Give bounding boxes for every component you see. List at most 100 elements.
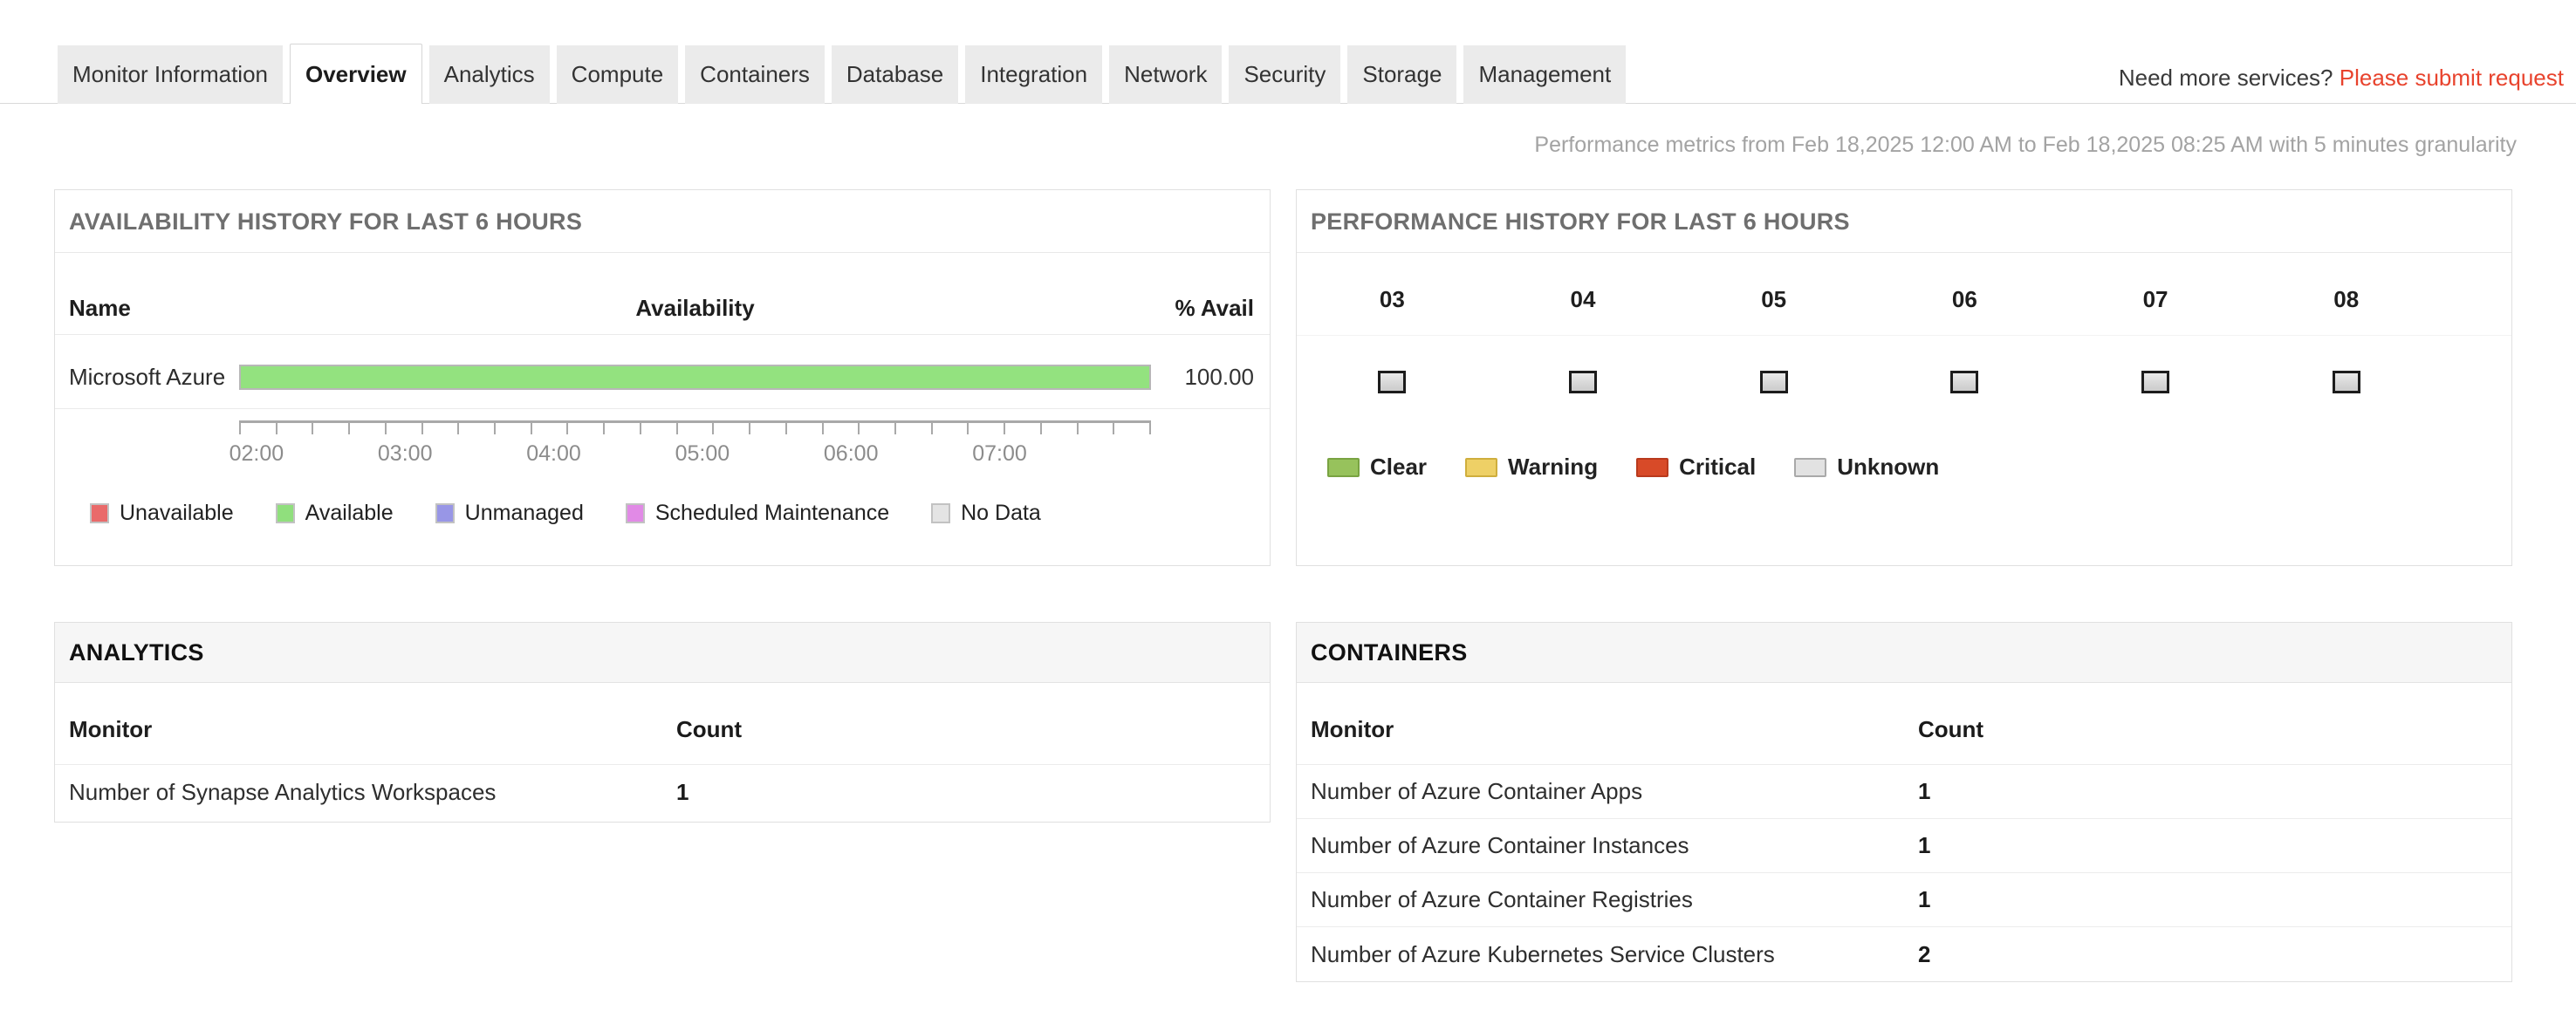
hour-status-box[interactable] — [1950, 371, 1979, 393]
hour-status-box[interactable] — [1378, 371, 1407, 393]
axis-minor-tick — [530, 423, 532, 434]
table-row: Number of Azure Container Instances 1 — [1297, 819, 2511, 873]
legend-item: Unavailable — [90, 501, 234, 526]
axis-minor-tick — [675, 423, 678, 434]
containers-panel: CONTAINERS Monitor Count Number of Azure… — [1296, 622, 2512, 982]
axis-minor-tick — [639, 423, 641, 434]
tab[interactable]: Overview — [289, 44, 422, 104]
tab-label: Overview — [305, 60, 407, 87]
hour-label: 05 — [1761, 286, 1787, 312]
axis-minor-tick — [566, 423, 569, 434]
legend-swatch — [275, 503, 295, 523]
hour-label: 06 — [1951, 286, 1977, 312]
table-row: Number of Synapse Analytics Workspaces 1 — [55, 765, 1270, 819]
tab-label: Containers — [700, 61, 810, 87]
axis-minor-tick — [784, 423, 787, 434]
tab[interactable]: Storage — [1347, 45, 1457, 104]
containers-panel-title: CONTAINERS — [1297, 623, 2511, 683]
analytics-table-header: Monitor Count — [55, 683, 1270, 765]
legend-label: Unavailable — [120, 501, 234, 525]
analytics-panel: ANALYTICS Monitor Count Number of Synaps… — [54, 622, 1271, 823]
axis-minor-tick — [821, 423, 824, 434]
axis-minor-tick — [239, 423, 241, 434]
axis-tick-label: 03:00 — [377, 441, 433, 466]
table-row: Number of Azure Kubernetes Service Clust… — [1297, 927, 2511, 981]
availability-rows: Microsoft Azure 100.00 — [55, 335, 1270, 409]
legend-label: Unknown — [1837, 454, 1940, 480]
axis-minor-tick — [421, 423, 423, 434]
tab-label: Integration — [980, 61, 1088, 87]
column-header-monitor: Monitor — [1311, 716, 1394, 742]
hour-label: 03 — [1379, 286, 1405, 312]
monitor-name: Number of Azure Kubernetes Service Clust… — [1311, 940, 1775, 967]
legend-swatch — [1327, 457, 1360, 477]
hour-status-box[interactable] — [2141, 371, 2170, 393]
axis-tick-label: 02:00 — [229, 441, 284, 466]
legend-label: Clear — [1370, 454, 1428, 480]
axis-minor-tick — [1148, 423, 1151, 434]
availability-bar[interactable] — [239, 364, 1151, 390]
hour-column: 03 — [1297, 253, 1488, 393]
axis-tick-label: 05:00 — [675, 441, 730, 466]
tab[interactable]: Compute — [556, 45, 679, 104]
axis-minor-tick — [312, 423, 314, 434]
hour-columns: 03 04 05 06 07 08 — [1297, 253, 2442, 393]
tab-label: Management — [1478, 61, 1612, 87]
availability-bar-track — [239, 364, 1151, 390]
axis-minor-tick — [712, 423, 715, 434]
tab[interactable]: Security — [1229, 45, 1341, 104]
time-axis-row: 02:00 03:00 04:00 05:00 06:00 07:00 — [55, 420, 1270, 475]
hour-status-box[interactable] — [1569, 371, 1597, 393]
axis-minor-tick — [1113, 423, 1115, 434]
axis-minor-tick — [858, 423, 860, 434]
axis-minor-tick — [384, 423, 387, 434]
availability-panel-title: AVAILABILITY HISTORY FOR LAST 6 HOURS — [55, 190, 1270, 253]
legend-swatch — [931, 503, 951, 523]
axis-minor-tick — [749, 423, 751, 434]
column-header-monitor: Monitor — [69, 716, 153, 742]
column-header-availability: Availability — [635, 295, 755, 321]
tab[interactable]: Monitor Information — [58, 45, 283, 104]
hour-status-box[interactable] — [2332, 371, 2360, 393]
legend-label: Warning — [1508, 454, 1599, 480]
legend-item: Scheduled Maintenance — [625, 501, 889, 526]
tab[interactable]: Management — [1463, 45, 1627, 104]
hours-divider — [1297, 335, 2511, 336]
tab-bar: Monitor Information Overview Analytics C… — [58, 44, 1633, 104]
tab[interactable]: Containers — [685, 45, 825, 104]
axis-tick-line — [239, 420, 1151, 434]
time-axis: 02:00 03:00 04:00 05:00 06:00 07:00 — [230, 420, 1151, 475]
tab[interactable]: Integration — [965, 45, 1103, 104]
legend-item: Available — [275, 501, 394, 526]
monitor-count: 1 — [676, 778, 689, 805]
monitor-count: 2 — [1918, 940, 1931, 967]
legend-swatch — [1636, 457, 1669, 477]
legend-item: Clear — [1327, 454, 1427, 481]
availability-legend: Unavailable Available Unmanaged Schedule… — [90, 501, 1083, 526]
legend-label: Critical — [1679, 454, 1757, 480]
hour-status-box[interactable] — [1759, 371, 1788, 393]
monitor-name: Microsoft Azure — [69, 363, 226, 390]
hour-column: 04 — [1488, 253, 1679, 393]
tab[interactable]: Network — [1109, 45, 1223, 104]
monitor-name: Number of Azure Container Apps — [1311, 778, 1643, 804]
hour-label: 04 — [1570, 286, 1596, 312]
axis-minor-tick — [1039, 423, 1042, 434]
legend-item: Unmanaged — [435, 501, 584, 526]
hour-label: 08 — [2333, 286, 2360, 312]
tab-label: Security — [1243, 61, 1326, 87]
analytics-panel-title: ANALYTICS — [55, 623, 1270, 683]
tab[interactable]: Database — [831, 45, 959, 104]
containers-table-header: Monitor Count — [1297, 683, 2511, 765]
axis-minor-tick — [275, 423, 277, 434]
legend-item: Critical — [1636, 454, 1756, 481]
submit-request-link[interactable]: Please submit request — [2339, 65, 2564, 91]
tab[interactable]: Analytics — [428, 45, 550, 104]
availability-history-panel: AVAILABILITY HISTORY FOR LAST 6 HOURS Na… — [54, 189, 1271, 566]
axis-minor-tick — [348, 423, 351, 434]
axis-tick-label: 04:00 — [526, 441, 581, 466]
axis-tick-label: 06:00 — [823, 441, 879, 466]
legend-item: Warning — [1465, 454, 1598, 481]
axis-minor-tick — [1004, 423, 1006, 434]
monitor-name: Number of Azure Container Registries — [1311, 886, 1693, 912]
